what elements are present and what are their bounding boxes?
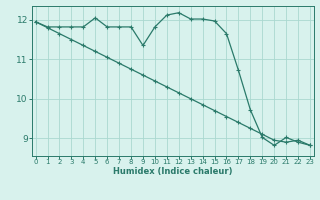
X-axis label: Humidex (Indice chaleur): Humidex (Indice chaleur) xyxy=(113,167,233,176)
